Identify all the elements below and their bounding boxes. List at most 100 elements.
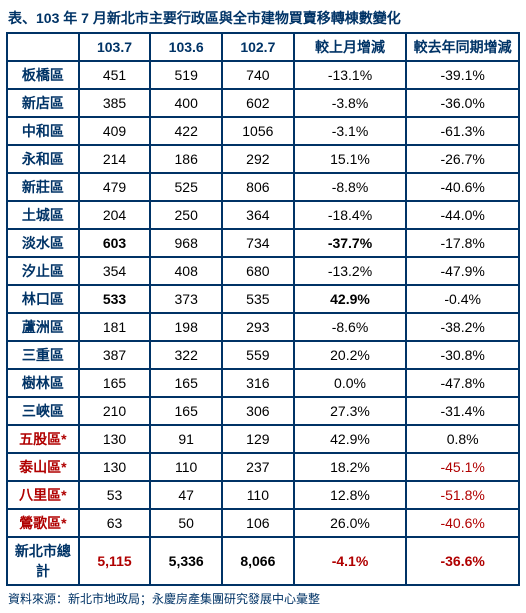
cell: 306 — [222, 397, 294, 425]
row-label: 新北市總計 — [7, 537, 79, 585]
cell: 12.8% — [294, 481, 407, 509]
cell: -8.8% — [294, 173, 407, 201]
cell: 26.0% — [294, 509, 407, 537]
cell: 535 — [222, 285, 294, 313]
cell: 165 — [150, 369, 222, 397]
cell: 479 — [79, 173, 151, 201]
cell: -0.4% — [406, 285, 519, 313]
cell: 519 — [150, 61, 222, 89]
cell: 1056 — [222, 117, 294, 145]
cell: 91 — [150, 425, 222, 453]
cell: 5,336 — [150, 537, 222, 585]
row-label: 中和區 — [7, 117, 79, 145]
cell: 18.2% — [294, 453, 407, 481]
cell: 354 — [79, 257, 151, 285]
cell: 181 — [79, 313, 151, 341]
header-1027: 102.7 — [222, 33, 294, 61]
cell: 8,066 — [222, 537, 294, 585]
cell: 806 — [222, 173, 294, 201]
cell: -13.1% — [294, 61, 407, 89]
header-row: 103.7 103.6 102.7 較上月增減 較去年同期增減 — [7, 33, 519, 61]
cell: -4.1% — [294, 537, 407, 585]
table-row: 新店區385400602-3.8%-36.0% — [7, 89, 519, 117]
cell: -45.1% — [406, 453, 519, 481]
cell: 165 — [79, 369, 151, 397]
cell: 42.9% — [294, 425, 407, 453]
cell: 50 — [150, 509, 222, 537]
cell: 680 — [222, 257, 294, 285]
cell: 5,115 — [79, 537, 151, 585]
cell: 740 — [222, 61, 294, 89]
table-row: 新莊區479525806-8.8%-40.6% — [7, 173, 519, 201]
footnote: 資料來源：新北市地政局；永慶房產集團研究發展中心彙整 — [8, 590, 520, 607]
cell: -40.6% — [406, 173, 519, 201]
cell: 186 — [150, 145, 222, 173]
row-label: 三重區 — [7, 341, 79, 369]
row-label: 樹林區 — [7, 369, 79, 397]
row-label: 八里區* — [7, 481, 79, 509]
row-label: 永和區 — [7, 145, 79, 173]
header-1036: 103.6 — [150, 33, 222, 61]
table-row: 鶯歌區*635010626.0%-40.6% — [7, 509, 519, 537]
row-label: 汐止區 — [7, 257, 79, 285]
cell: 237 — [222, 453, 294, 481]
table-row: 三重區38732255920.2%-30.8% — [7, 341, 519, 369]
cell: 42.9% — [294, 285, 407, 313]
cell: 165 — [150, 397, 222, 425]
table-row: 三峽區21016530627.3%-31.4% — [7, 397, 519, 425]
cell: 322 — [150, 341, 222, 369]
cell: 27.3% — [294, 397, 407, 425]
cell: 408 — [150, 257, 222, 285]
cell: 110 — [150, 453, 222, 481]
table-row: 土城區204250364-18.4%-44.0% — [7, 201, 519, 229]
row-label: 淡水區 — [7, 229, 79, 257]
cell: -61.3% — [406, 117, 519, 145]
row-label: 林口區 — [7, 285, 79, 313]
table-row: 泰山區*13011023718.2%-45.1% — [7, 453, 519, 481]
cell: -13.2% — [294, 257, 407, 285]
cell: 968 — [150, 229, 222, 257]
cell: 385 — [79, 89, 151, 117]
cell: 292 — [222, 145, 294, 173]
cell: 409 — [79, 117, 151, 145]
cell: 53 — [79, 481, 151, 509]
cell: 210 — [79, 397, 151, 425]
cell: -39.1% — [406, 61, 519, 89]
cell: 734 — [222, 229, 294, 257]
cell: -51.8% — [406, 481, 519, 509]
cell: -18.4% — [294, 201, 407, 229]
cell: 130 — [79, 425, 151, 453]
table-row: 八里區*534711012.8%-51.8% — [7, 481, 519, 509]
cell: 293 — [222, 313, 294, 341]
table-row: 板橋區451519740-13.1%-39.1% — [7, 61, 519, 89]
header-1037: 103.7 — [79, 33, 151, 61]
table-row: 永和區21418629215.1%-26.7% — [7, 145, 519, 173]
cell: 373 — [150, 285, 222, 313]
cell: -47.9% — [406, 257, 519, 285]
cell: -3.8% — [294, 89, 407, 117]
cell: 0.8% — [406, 425, 519, 453]
row-label: 新店區 — [7, 89, 79, 117]
cell: -17.8% — [406, 229, 519, 257]
row-label: 鶯歌區* — [7, 509, 79, 537]
table-row: 五股區*1309112942.9%0.8% — [7, 425, 519, 453]
row-label: 泰山區* — [7, 453, 79, 481]
cell: -37.7% — [294, 229, 407, 257]
cell: -3.1% — [294, 117, 407, 145]
row-label: 板橋區 — [7, 61, 79, 89]
table-row: 蘆洲區181198293-8.6%-38.2% — [7, 313, 519, 341]
cell: 451 — [79, 61, 151, 89]
cell: -38.2% — [406, 313, 519, 341]
table-row: 樹林區1651653160.0%-47.8% — [7, 369, 519, 397]
cell: 47 — [150, 481, 222, 509]
table-row: 淡水區603968734-37.7%-17.8% — [7, 229, 519, 257]
table-title: 表、103 年 7 月新北市主要行政區與全市建物買賣移轉棟數變化 — [8, 8, 520, 28]
cell: 533 — [79, 285, 151, 313]
cell: 316 — [222, 369, 294, 397]
cell: -44.0% — [406, 201, 519, 229]
cell: -26.7% — [406, 145, 519, 173]
cell: 20.2% — [294, 341, 407, 369]
cell: 559 — [222, 341, 294, 369]
cell: 204 — [79, 201, 151, 229]
row-label: 三峽區 — [7, 397, 79, 425]
